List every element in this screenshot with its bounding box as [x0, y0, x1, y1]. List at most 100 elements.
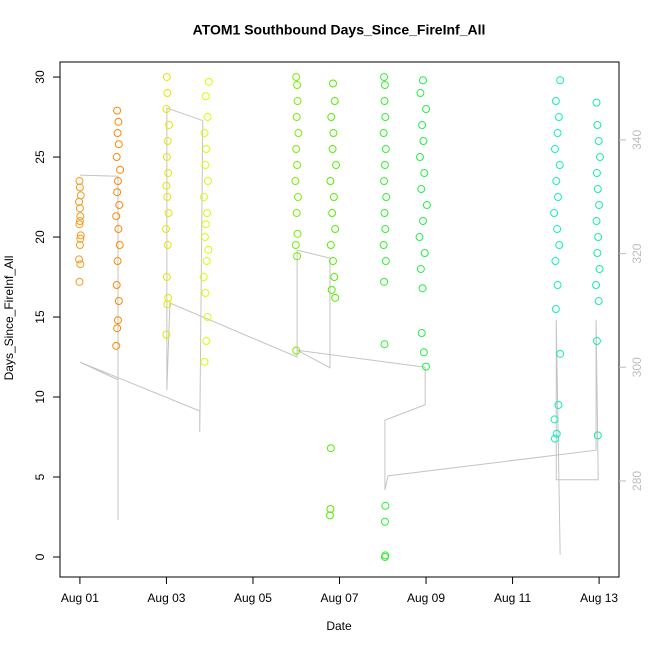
point: [594, 137, 603, 146]
point: [116, 165, 125, 174]
y-axis-label: Days_Since_FireInf_All: [2, 256, 16, 381]
point: [164, 293, 173, 302]
point: [422, 362, 431, 371]
point: [415, 153, 424, 162]
point: [592, 98, 601, 107]
point: [113, 106, 122, 115]
point: [553, 193, 562, 202]
point: [76, 212, 85, 221]
point: [381, 113, 390, 122]
point: [200, 129, 209, 138]
point: [201, 161, 210, 170]
point: [203, 313, 212, 322]
point: [201, 220, 210, 229]
point: [113, 188, 122, 197]
point: [162, 181, 171, 190]
y-tick-label: 30: [33, 70, 47, 84]
point: [163, 241, 172, 250]
point: [201, 289, 210, 298]
y-tick-label: 5: [33, 473, 47, 480]
point: [595, 153, 604, 162]
point: [112, 341, 121, 350]
point: [380, 177, 389, 186]
point: [75, 183, 84, 192]
y2-tick-label: 340: [630, 130, 644, 150]
point: [380, 73, 389, 82]
y2-tick-label: 300: [630, 357, 644, 377]
point: [115, 201, 124, 210]
point: [380, 161, 389, 170]
point: [293, 229, 302, 238]
y-tick-label: 15: [33, 310, 47, 324]
point: [292, 209, 301, 218]
point: [163, 137, 172, 146]
point: [75, 277, 84, 286]
point: [416, 265, 425, 274]
point: [553, 281, 562, 290]
point: [594, 233, 603, 242]
point: [379, 129, 388, 138]
point: [326, 505, 335, 514]
point: [326, 241, 335, 250]
point: [416, 89, 425, 98]
point: [200, 233, 209, 242]
point: [553, 225, 562, 234]
point: [550, 209, 559, 218]
point: [291, 241, 300, 250]
point: [292, 346, 301, 355]
point: [418, 121, 427, 130]
point: [75, 255, 84, 264]
point: [330, 273, 339, 282]
point: [293, 81, 302, 90]
point: [419, 76, 428, 85]
x-tick-label: Aug 11: [494, 591, 531, 605]
point: [553, 129, 562, 138]
point: [162, 153, 171, 162]
point: [419, 137, 428, 146]
point: [551, 305, 560, 314]
point: [293, 252, 302, 261]
x-tick-label: Aug 03: [147, 591, 185, 605]
y2-tick-label: 320: [630, 243, 644, 263]
point: [595, 201, 604, 210]
point: [75, 177, 84, 186]
point: [550, 415, 559, 424]
point: [556, 76, 565, 85]
point: [76, 260, 85, 269]
x-tick-label: Aug 01: [61, 591, 99, 605]
point: [380, 340, 389, 349]
x-tick-label: Aug 05: [234, 591, 272, 605]
point: [380, 81, 389, 90]
point: [202, 337, 211, 346]
point: [417, 329, 426, 338]
point: [76, 231, 85, 240]
point: [328, 145, 337, 154]
point: [592, 217, 601, 226]
point: [381, 501, 390, 510]
y-tick-label: 10: [33, 390, 47, 404]
point: [114, 117, 123, 126]
point: [380, 97, 389, 106]
point: [419, 348, 428, 357]
point: [593, 121, 602, 130]
point: [75, 204, 84, 213]
point: [379, 241, 388, 250]
point: [163, 300, 172, 309]
point: [327, 113, 336, 122]
point: [162, 225, 171, 234]
point: [113, 316, 122, 325]
point: [164, 169, 173, 178]
point: [114, 225, 123, 234]
point: [162, 273, 171, 282]
x-tick-label: Aug 13: [580, 591, 618, 605]
point: [554, 401, 563, 410]
point: [381, 257, 390, 266]
x-axis-label: Date: [326, 619, 352, 633]
point: [327, 285, 336, 294]
point: [593, 249, 602, 258]
point: [292, 145, 301, 154]
point: [293, 193, 302, 202]
point: [422, 105, 431, 114]
point: [554, 113, 563, 122]
